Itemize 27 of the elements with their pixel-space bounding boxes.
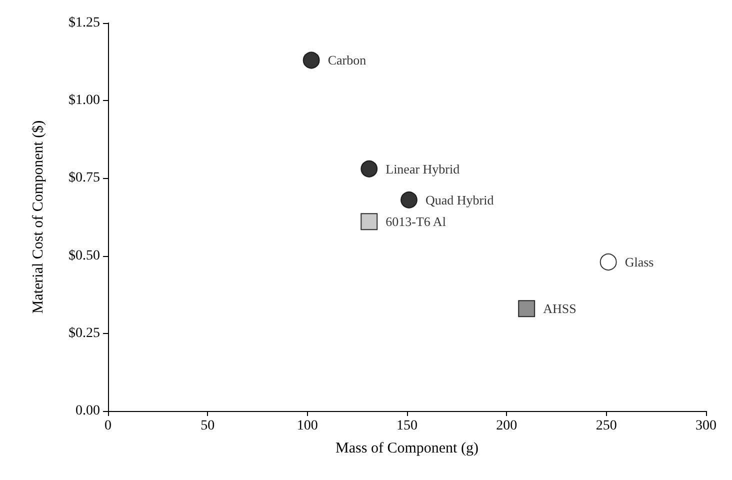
point xyxy=(518,300,536,318)
x-tick-label: 300 xyxy=(696,418,716,434)
point xyxy=(400,191,418,208)
y-tick-label: $1.00 xyxy=(68,93,100,108)
y-axis-title: Material Cost of Component ($) xyxy=(30,120,46,314)
x-tick-label: 100 xyxy=(296,418,318,434)
point xyxy=(600,254,617,271)
y-tick-label: $0.25 xyxy=(68,326,100,341)
point xyxy=(360,213,378,230)
series-label: Linear Hybrid xyxy=(386,161,460,176)
y-tick-label: $0.75 xyxy=(68,170,100,186)
series-label: AHSS xyxy=(543,301,576,316)
x-tick-label: 0 xyxy=(104,418,112,434)
point xyxy=(360,160,378,178)
y-tick-label: 0.00 xyxy=(76,404,100,418)
series-label: Quad Hybrid xyxy=(425,192,494,208)
y-tick-label: $0.50 xyxy=(68,248,100,264)
series-label: 6013-T6 Al xyxy=(386,214,446,230)
series-label: Carbon xyxy=(328,52,367,68)
point xyxy=(302,52,320,69)
x-tick-label: 200 xyxy=(496,418,518,434)
x-tick-label: 250 xyxy=(596,418,617,434)
y-tick-label: $1.25 xyxy=(68,16,100,30)
x-tick-label: 50 xyxy=(200,418,215,434)
x-tick-label: 150 xyxy=(396,418,418,434)
series-label: Glass xyxy=(624,254,654,270)
x-axis-title: Mass of Component (g) xyxy=(336,440,478,456)
